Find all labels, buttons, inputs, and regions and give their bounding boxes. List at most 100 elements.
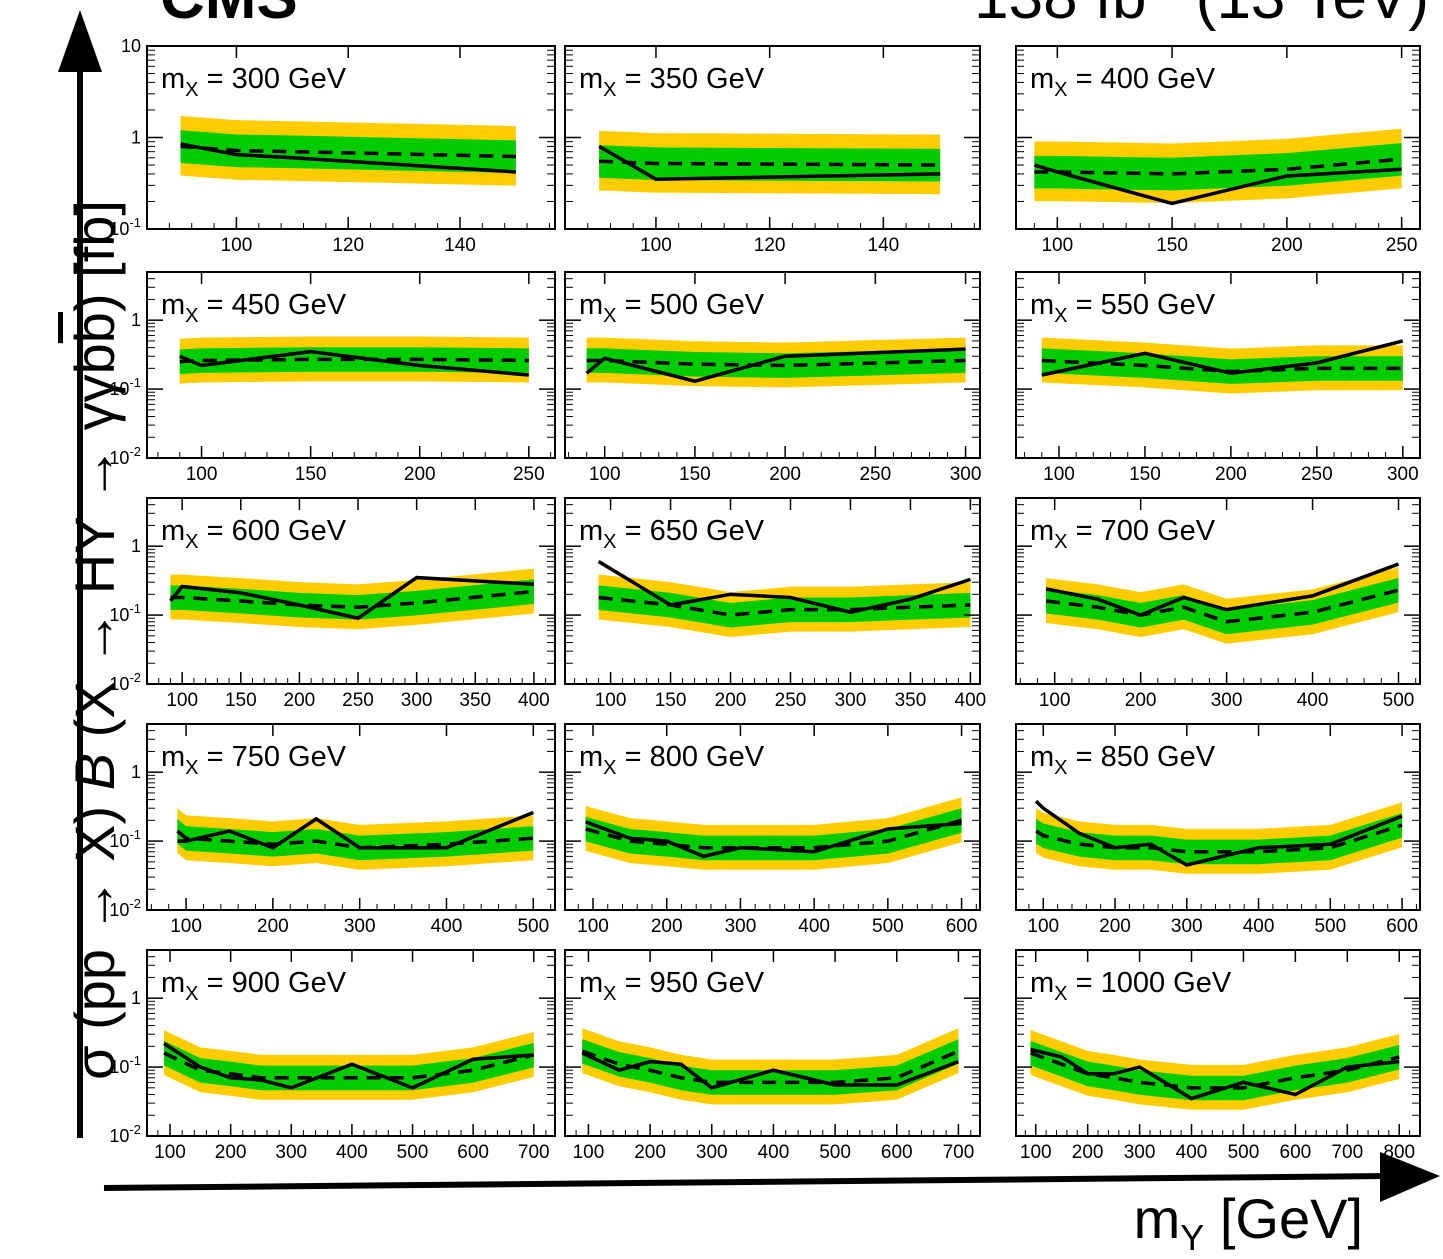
panel-750-gev: 100 200 300 400 500 10-2 10-1 1 mX = 750 GeV — [109, 723, 556, 937]
x-tick-label: 800 — [1383, 1142, 1415, 1163]
x-tick-label: 200 — [715, 690, 747, 711]
panel-title: mX = 450 GeV — [161, 289, 347, 327]
x-tick-label: 400 — [518, 690, 550, 711]
x-tick-label: 500 — [517, 916, 549, 937]
panel-900-gev: 100 200 300 400 500 600 700 10-2 10-1 1 mX = 900 G… — [109, 949, 556, 1163]
x-tick-label: 500 — [397, 1142, 429, 1163]
panel-600-gev: 100 150 200 250 300 350 400 10-2 10-1 1 mX = 600 G… — [109, 497, 556, 711]
x-tick-label: 250 — [1386, 235, 1418, 256]
x-tick-label: 400 — [336, 1142, 368, 1163]
x-tick-label: 100 — [640, 235, 672, 256]
x-tick-label: 400 — [758, 1142, 790, 1163]
panel-frame — [146, 723, 556, 911]
y-arrow-head — [58, 10, 102, 72]
x-tick-label: 500 — [1314, 916, 1346, 937]
x-tick-label: 500 — [819, 1142, 851, 1163]
y-tick-label: 10-2 — [109, 444, 141, 468]
x-tick-label: 250 — [775, 690, 807, 711]
y-tick-label: 1 — [131, 128, 141, 148]
panel-title: mX = 500 GeV — [579, 289, 765, 327]
observed-line — [581, 1051, 960, 1090]
panel-1000-gev: 100 200 300 400 500 600 700 800 mX = 1000 GeV — [1015, 949, 1421, 1163]
experiment-text: CMS — [160, 0, 298, 32]
panel-title: mX = 650 GeV — [579, 515, 765, 553]
lumi-unit-sup: -1 — [1147, 0, 1179, 4]
panel-550-gev: 100 150 200 250 300 mX = 550 GeV — [1015, 271, 1421, 485]
x-tick-label: 200 — [1125, 690, 1157, 711]
band-1sigma — [1034, 143, 1402, 191]
panel-650-gev: 100 150 200 250 300 350 400 mX = 650 GeV — [564, 497, 986, 711]
x-tick-label: 150 — [679, 464, 711, 485]
panel-title: mX = 1000 GeV — [1030, 967, 1232, 1005]
x-tick-label: 100 — [154, 1142, 186, 1163]
x-label-m: m — [1133, 1187, 1181, 1250]
x-tick-label: 100 — [1041, 235, 1073, 256]
y-tick-label: 10-2 — [109, 1122, 141, 1146]
expected-line — [1035, 823, 1403, 854]
panel-500-gev: 100 150 200 250 300 mX = 500 GeV — [564, 271, 982, 485]
y-tick-label: 1 — [131, 310, 141, 330]
x-tick-label: 300 — [401, 690, 433, 711]
y-label-pre: σ (pp → X) — [63, 790, 126, 1080]
x-tick-label: 300 — [1211, 690, 1243, 711]
panel-frame — [146, 949, 556, 1137]
x-tick-label: 250 — [342, 690, 374, 711]
panel-title: mX = 950 GeV — [579, 967, 765, 1005]
x-tick-label: 250 — [1301, 464, 1333, 485]
panel-title: mX = 750 GeV — [161, 741, 347, 779]
x-tick-label: 350 — [459, 690, 491, 711]
x-tick-label: 100 — [1027, 916, 1059, 937]
expected-line — [1045, 588, 1399, 624]
x-tick-label: 300 — [1387, 464, 1419, 485]
panel-title: mX = 850 GeV — [1030, 741, 1216, 779]
x-tick-label: 150 — [655, 690, 687, 711]
x-tick-label: 200 — [404, 464, 436, 485]
x-tick-label: 350 — [895, 690, 927, 711]
panel-300-gev: 100 120 140 10-1 1 10 mX = 300 GeV — [109, 36, 556, 256]
x-tick-label: 400 — [431, 916, 463, 937]
x-tick-label: 300 — [344, 916, 376, 937]
x-tick-label: 100 — [1039, 690, 1071, 711]
x-tick-label: 100 — [595, 690, 627, 711]
expected-line — [176, 829, 534, 850]
x-arrow-line — [103, 1173, 1391, 1191]
x-tick-label: 300 — [835, 690, 867, 711]
panel-350-gev: 100 120 140 mX = 350 GeV — [564, 45, 981, 256]
panel-700-gev: 100 200 300 400 500 mX = 700 GeV — [1015, 497, 1421, 711]
y-tick-label: 10 — [121, 36, 141, 56]
x-tick-label: 200 — [769, 464, 801, 485]
x-tick-label: 140 — [868, 235, 900, 256]
x-tick-label: 120 — [754, 235, 786, 256]
x-tick-label: 200 — [215, 1142, 247, 1163]
panel-400-gev: 100 150 200 250 mX = 400 GeV — [1015, 45, 1421, 256]
x-tick-label: 700 — [1331, 1142, 1363, 1163]
x-tick-label: 300 — [275, 1142, 307, 1163]
observed-line — [1041, 339, 1404, 377]
x-tick-label: 200 — [651, 916, 683, 937]
x-tick-label: 200 — [1215, 464, 1247, 485]
energy-value: (13 TeV) — [1196, 0, 1429, 32]
y-tick-label: 10-1 — [109, 1053, 141, 1077]
y-tick-label: 1 — [131, 988, 141, 1008]
x-tick-label: 100 — [170, 916, 202, 937]
x-tick-label: 300 — [950, 464, 982, 485]
panel-title: mX = 350 GeV — [579, 63, 765, 101]
x-tick-label: 400 — [798, 916, 830, 937]
x-tick-label: 100 — [573, 1142, 605, 1163]
x-tick-label: 200 — [1271, 235, 1303, 256]
x-tick-label: 500 — [1228, 1142, 1260, 1163]
panel-title: mX = 550 GeV — [1030, 289, 1216, 327]
x-tick-label: 300 — [1124, 1142, 1156, 1163]
x-tick-label: 120 — [332, 235, 364, 256]
x-tick-label: 500 — [1383, 690, 1415, 711]
x-tick-label: 600 — [881, 1142, 913, 1163]
y-tick-label: 10-2 — [109, 896, 141, 920]
y-label-end: ) [fb] — [63, 200, 126, 313]
band-1sigma — [170, 579, 534, 620]
panel-frame — [564, 949, 981, 1137]
expected-line — [599, 159, 941, 167]
x-tick-label: 600 — [1280, 1142, 1312, 1163]
luminosity-label: 138 fb-1 (13 TeV) — [974, 0, 1429, 33]
x-axis-label: mY [GeV] — [1134, 1186, 1363, 1259]
